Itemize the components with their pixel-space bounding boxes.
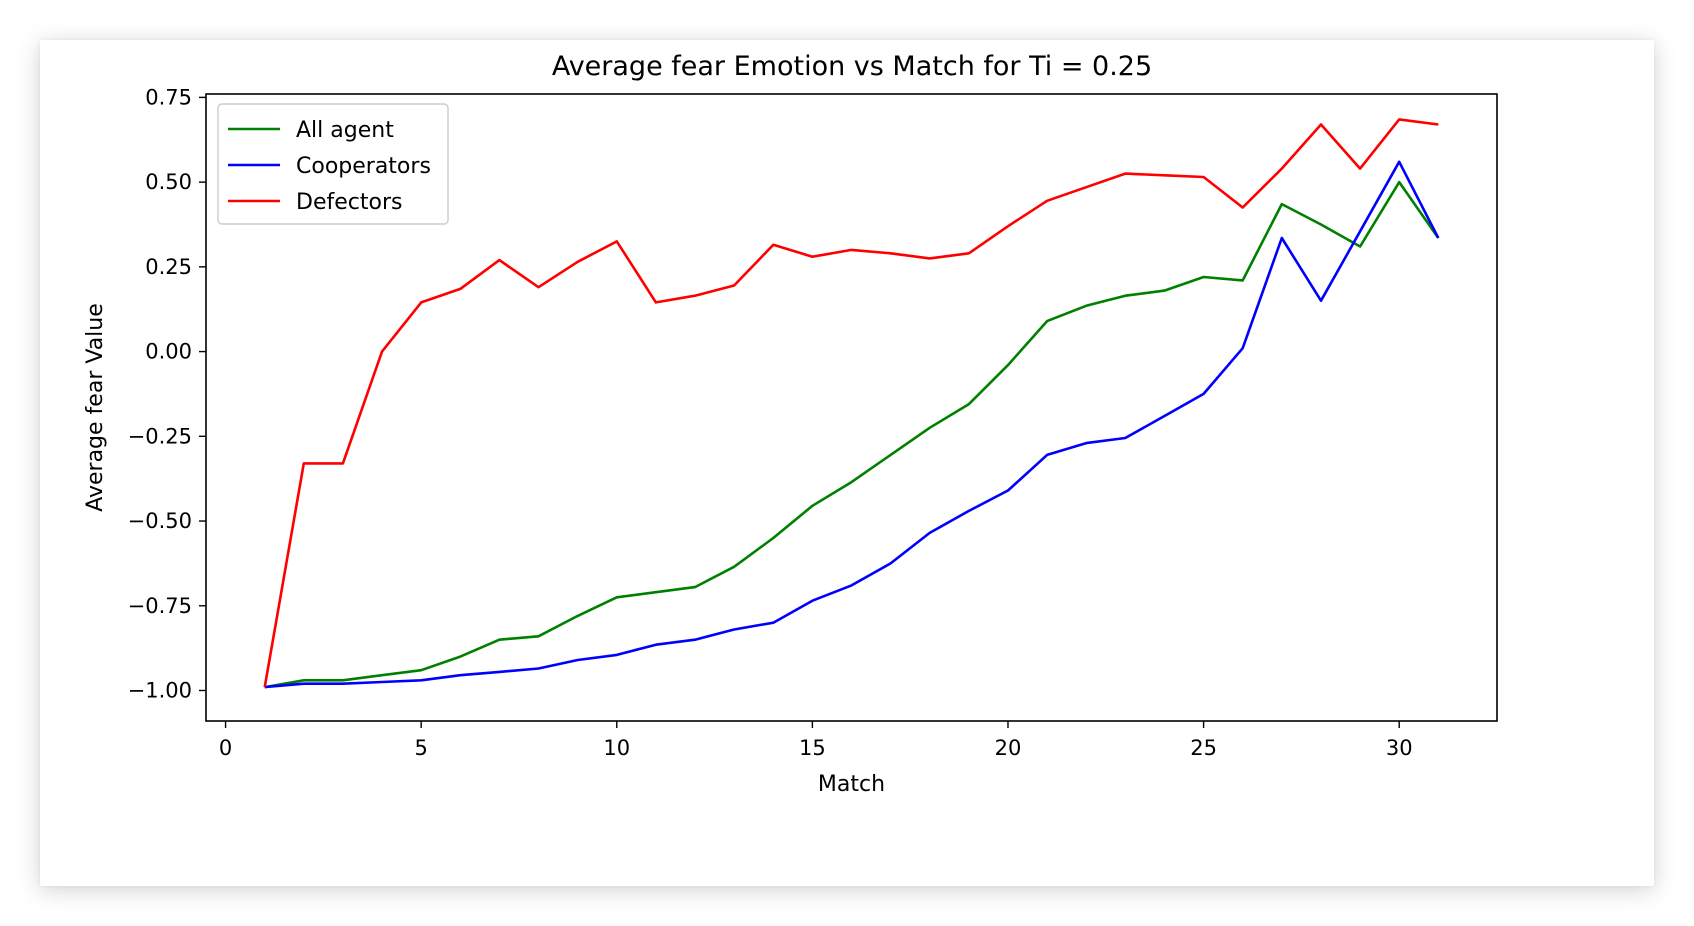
series-line-all-agent (264, 180, 1440, 689)
chart-title: Average fear Emotion vs Match for Ti = 0… (552, 51, 1152, 82)
y-axis: 0.75 0.50 0.25 0.00 −0.25 −0.50 −0.75 −1.00 (128, 85, 206, 702)
x-tick-label: 30 (1386, 736, 1413, 760)
y-tick-label: −1.00 (128, 678, 192, 702)
legend-label-all-agent: All agent (296, 118, 394, 143)
x-tick-label: 10 (603, 736, 630, 760)
y-axis-label: Average fear Value (83, 303, 108, 512)
y-tick-label: −0.75 (128, 594, 192, 618)
chart-card: Average fear Emotion vs Match for Ti = 0… (40, 40, 1654, 886)
axes-frame (205, 93, 1498, 722)
x-tick-label: 15 (799, 736, 826, 760)
x-tick-label: 0 (219, 736, 232, 760)
y-tick-label: 0.50 (145, 170, 192, 194)
x-tick-label: 20 (995, 736, 1022, 760)
y-tick-label: 0.75 (145, 85, 192, 109)
legend-box (217, 103, 449, 225)
x-axis: 0 5 10 15 20 25 30 (219, 721, 1413, 760)
x-axis-label: Match (818, 772, 885, 797)
plot-area (263, 118, 1440, 689)
x-tick-label: 5 (414, 736, 427, 760)
series-line-defectors (263, 118, 1439, 688)
legend-label-cooperators: Cooperators (296, 154, 431, 179)
y-tick-label: 0.25 (145, 255, 192, 279)
y-tick-label: −0.50 (128, 509, 192, 533)
series-line-cooperators (264, 160, 1440, 689)
y-tick-label: −0.25 (128, 424, 192, 448)
y-tick-label: 0.00 (145, 340, 192, 364)
line-chart: Average fear Emotion vs Match for Ti = 0… (83, 51, 1498, 797)
legend: All agent Cooperators Defectors (217, 103, 449, 225)
legend-label-defectors: Defectors (296, 190, 402, 215)
x-tick-label: 25 (1190, 736, 1217, 760)
